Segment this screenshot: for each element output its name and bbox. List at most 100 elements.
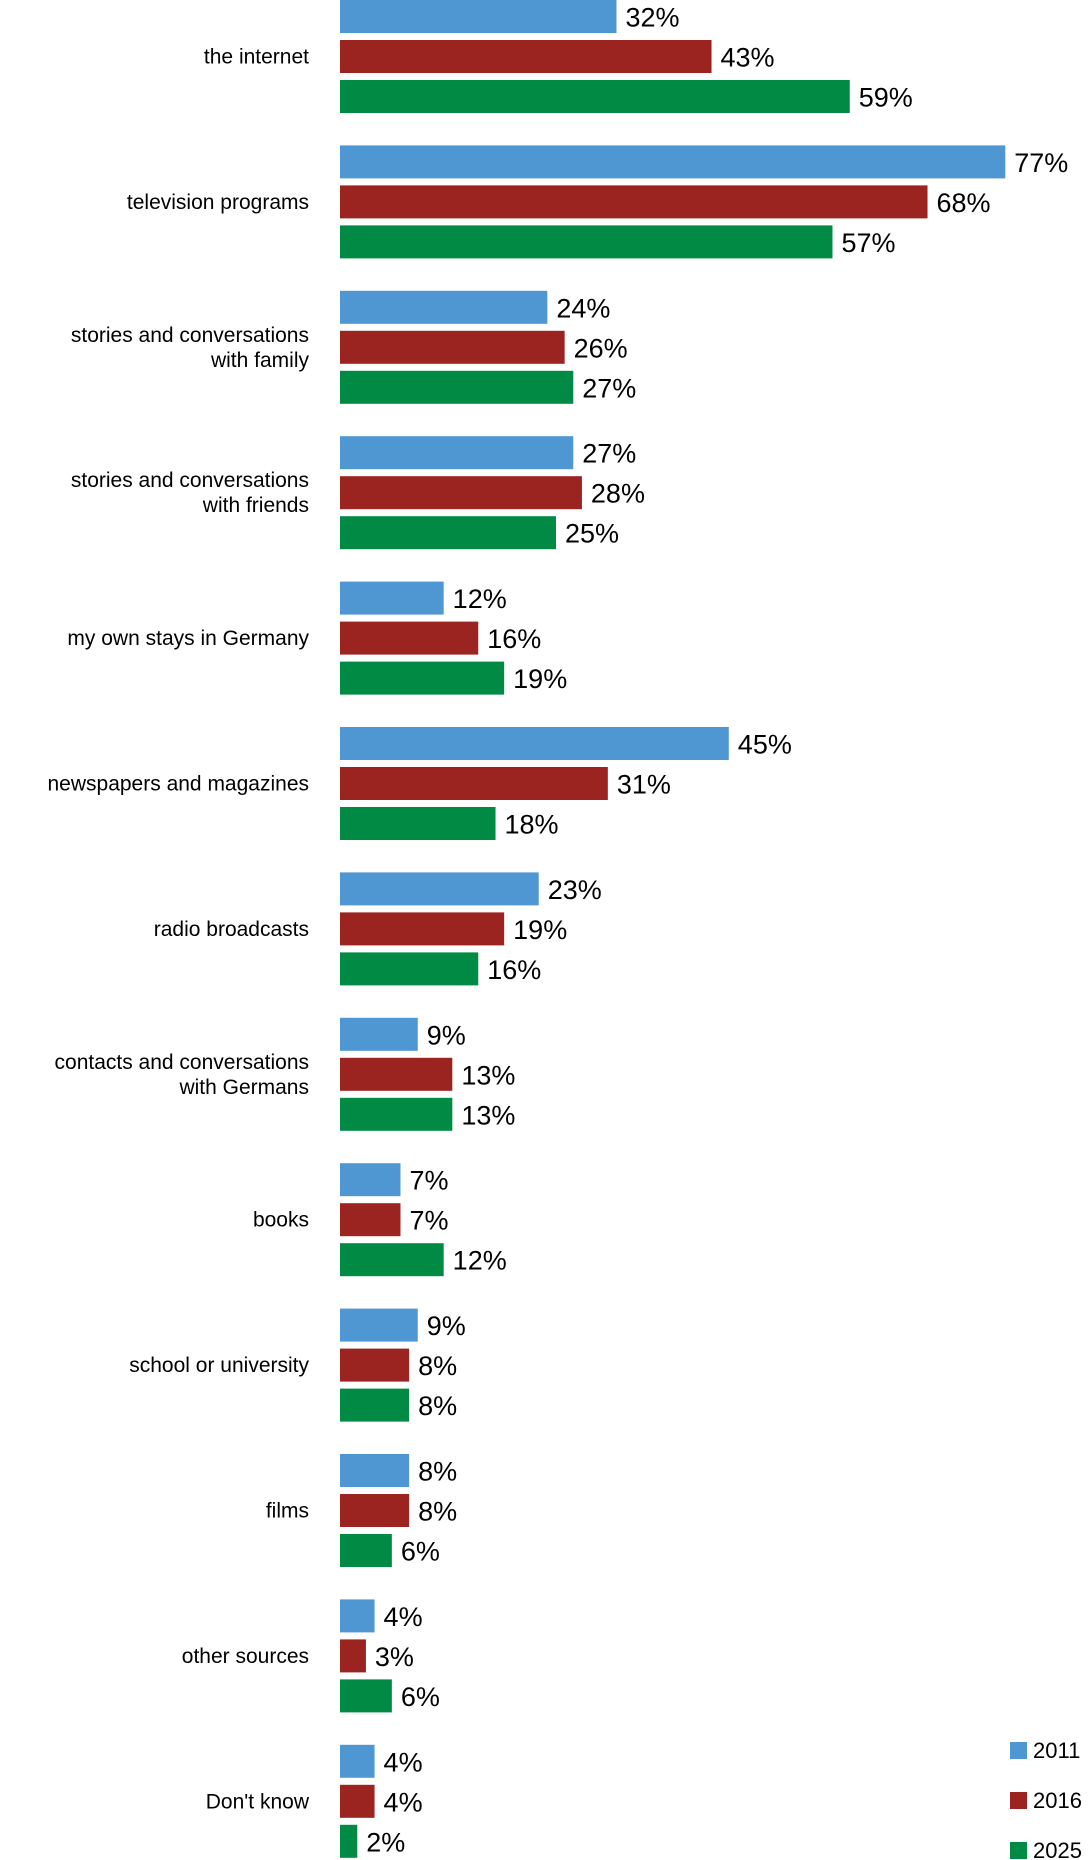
bar-2016 <box>340 621 479 655</box>
bar-2016 <box>340 330 565 364</box>
bar-2025 <box>340 1243 444 1277</box>
data-label: 16% <box>487 624 541 654</box>
data-label: 13% <box>461 1060 515 1090</box>
legend-swatch-2025 <box>1010 1842 1027 1859</box>
bar-2016 <box>340 1203 401 1237</box>
category-label: films <box>266 1500 309 1523</box>
bar-2011 <box>340 1454 410 1487</box>
data-label: 3% <box>375 1642 414 1672</box>
data-label: 8% <box>418 1391 457 1421</box>
data-label: 6% <box>401 1682 440 1712</box>
bar-2025 <box>340 1534 392 1567</box>
data-label: 13% <box>461 1100 515 1130</box>
data-label: 19% <box>513 915 567 945</box>
bar-2016 <box>340 1784 375 1818</box>
data-label: 9% <box>427 1311 466 1341</box>
bar-2016 <box>340 1348 410 1382</box>
category-label: other sources <box>182 1645 309 1668</box>
data-label: 6% <box>401 1537 440 1567</box>
bar-2011 <box>340 727 729 760</box>
bar-2011 <box>340 436 574 470</box>
data-label: 23% <box>548 875 602 905</box>
category-label: radio broadcasts <box>154 918 309 941</box>
bar-2011 <box>340 1744 375 1778</box>
bar-2011 <box>340 872 539 906</box>
data-label: 57% <box>841 228 895 258</box>
data-label: 18% <box>505 810 559 840</box>
bar-2011 <box>340 1599 375 1633</box>
bar-2016 <box>340 767 608 800</box>
data-label: 16% <box>487 955 541 985</box>
category-label: television programs <box>127 191 309 214</box>
data-label: 28% <box>591 479 645 509</box>
data-label: 26% <box>574 333 628 363</box>
category-label: with friends <box>202 494 309 517</box>
data-label: 19% <box>513 664 567 694</box>
bar-2025 <box>340 952 479 986</box>
bar-2025 <box>340 1679 392 1713</box>
legend-swatch-2016 <box>1010 1792 1027 1809</box>
data-label: 77% <box>1014 148 1068 178</box>
data-label: 8% <box>418 1457 457 1487</box>
data-label: 31% <box>617 770 671 800</box>
bar-2011 <box>340 290 548 324</box>
bar-2011 <box>340 145 1006 179</box>
data-label: 24% <box>556 293 610 323</box>
data-label: 9% <box>427 1020 466 1050</box>
category-label: stories and conversations <box>71 469 309 492</box>
category-label: stories and conversations <box>71 324 309 347</box>
bar-2025 <box>340 1824 358 1858</box>
legend-label: 2025 <box>1033 1838 1082 1860</box>
category-label: newspapers and magazines <box>48 773 310 796</box>
data-label: 7% <box>409 1166 448 1196</box>
data-label: 68% <box>937 188 991 218</box>
bar-2025 <box>340 370 574 404</box>
data-label: 12% <box>453 584 507 614</box>
bar-2025 <box>340 1097 453 1131</box>
category-label: with family <box>210 349 310 372</box>
data-label: 25% <box>565 519 619 549</box>
bar-2016 <box>340 476 582 510</box>
data-label: 59% <box>859 83 913 113</box>
legend-label: 2011 <box>1033 1738 1080 1763</box>
bar-2025 <box>340 516 556 550</box>
bar-2016 <box>340 1639 366 1673</box>
data-label: 27% <box>582 373 636 403</box>
bar-2025 <box>340 80 850 113</box>
category-label: contacts and conversations <box>55 1051 309 1074</box>
bar-2016 <box>340 185 928 219</box>
bar-2011 <box>340 581 444 615</box>
bar-2025 <box>340 807 496 840</box>
category-label: school or university <box>129 1354 309 1377</box>
data-label: 27% <box>582 439 636 469</box>
data-label: 43% <box>721 43 775 73</box>
data-label: 32% <box>625 3 679 33</box>
data-label: 8% <box>418 1497 457 1527</box>
bar-2025 <box>340 661 505 695</box>
bar-2016 <box>340 40 712 73</box>
bar-2016 <box>340 1057 453 1091</box>
data-label: 45% <box>738 730 792 760</box>
category-label: the internet <box>204 46 309 69</box>
bar-2011 <box>340 1017 418 1051</box>
category-label: my own stays in Germany <box>67 627 309 650</box>
category-label: Don't know <box>206 1790 310 1813</box>
bar-2011 <box>340 1308 418 1342</box>
bar-2016 <box>340 1494 410 1527</box>
bar-2025 <box>340 225 833 259</box>
data-label: 7% <box>409 1206 448 1236</box>
legend-swatch-2011 <box>1010 1742 1027 1759</box>
data-label: 4% <box>384 1787 423 1817</box>
legend-label: 2016 <box>1033 1788 1082 1813</box>
bar-2011 <box>340 0 617 33</box>
category-label: books <box>253 1209 309 1232</box>
category-label: with Germans <box>178 1076 309 1099</box>
data-label: 4% <box>384 1602 423 1632</box>
data-label: 8% <box>418 1351 457 1381</box>
data-label: 4% <box>384 1747 423 1777</box>
bar-2025 <box>340 1388 410 1422</box>
data-label: 2% <box>366 1827 405 1857</box>
data-label: 12% <box>453 1246 507 1276</box>
bar-2011 <box>340 1163 401 1197</box>
